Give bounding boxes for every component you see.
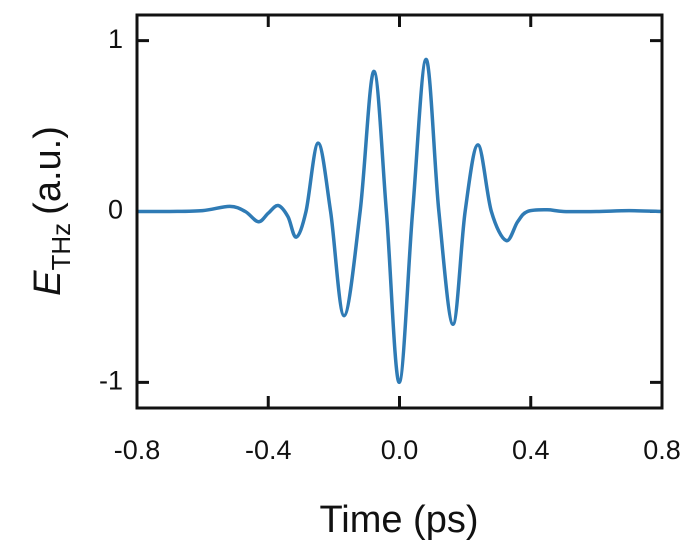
x-tick-label: -0.4 <box>245 435 292 465</box>
data-line <box>136 57 663 385</box>
x-tick-label: 0.4 <box>512 435 550 465</box>
y-label-unit: (a.u.) <box>27 126 69 215</box>
plot-frame <box>135 13 664 410</box>
y-label-symbol: E <box>27 270 69 296</box>
y-tick-label: 1 <box>108 24 123 54</box>
x-tick-label: 0.0 <box>381 435 419 465</box>
y-tick-label: -1 <box>99 365 123 395</box>
x-tick-label: 0.8 <box>643 435 681 465</box>
x-tick-label: -0.8 <box>114 435 161 465</box>
x-axis-label: Time (ps) <box>319 499 478 541</box>
y-axis-label: ETHz (a.u.) <box>27 126 76 296</box>
y-tick-label: 0 <box>108 195 123 225</box>
y-label-subscript: THz <box>46 223 76 271</box>
